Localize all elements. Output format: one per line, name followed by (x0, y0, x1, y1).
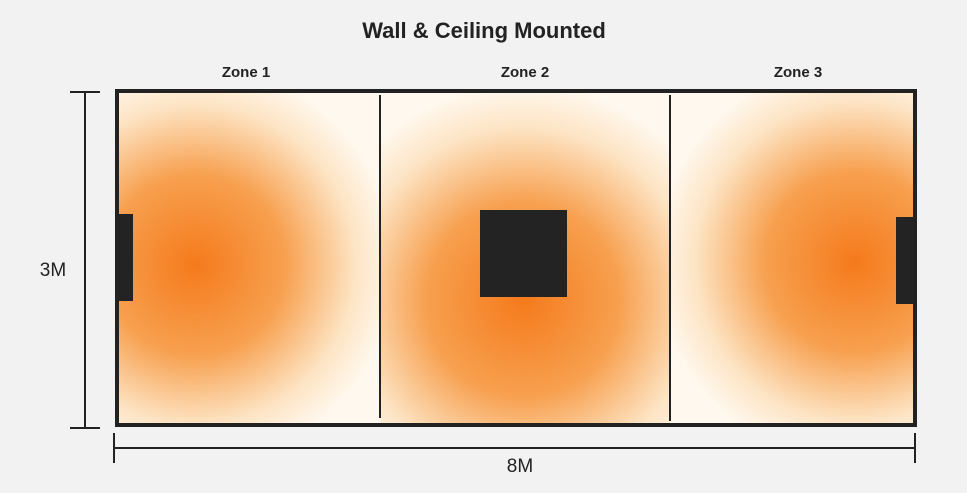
zone-label: Zone 2 (501, 64, 549, 81)
wall-heater (115, 214, 133, 301)
title: Wall & Ceiling Mounted (362, 18, 606, 43)
zone-label: Zone 1 (222, 64, 270, 81)
height-dimension (70, 91, 100, 429)
width-dimension (113, 433, 916, 463)
ceiling-heater (480, 210, 567, 297)
wall-heater (896, 217, 914, 304)
zone-1-heat (119, 93, 380, 423)
zone-3-heat (670, 93, 913, 423)
width-label: 8M (507, 456, 533, 477)
height-label: 3M (40, 260, 66, 281)
zone-label: Zone 3 (774, 64, 822, 81)
